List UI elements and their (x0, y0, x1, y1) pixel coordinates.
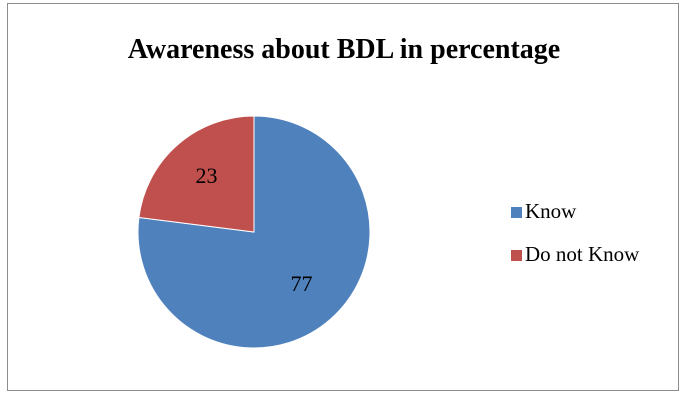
legend-label-know: Know (525, 199, 577, 223)
pie-slice-do-not-know (138, 115, 255, 233)
legend-item-know: Know (511, 200, 639, 222)
chart-title: Awareness about BDL in percentage (127, 34, 561, 65)
data-label-know: 77 (291, 271, 313, 296)
chart-area: Awareness about BDL in percentage 77 23 K… (7, 3, 679, 391)
legend: Know Do not Know (511, 200, 639, 286)
pie-labels: 77 23 (195, 163, 312, 296)
legend-label-do-not-know: Do not Know (525, 242, 640, 266)
pie-slices (137, 115, 371, 349)
data-label-do-not-know: 23 (195, 163, 217, 188)
legend-swatch-know (511, 206, 522, 218)
legend-item-do-not-know: Do not Know (511, 243, 639, 265)
pie-chart: 77 23 (137, 115, 371, 349)
legend-swatch-do-not-know (511, 249, 522, 261)
